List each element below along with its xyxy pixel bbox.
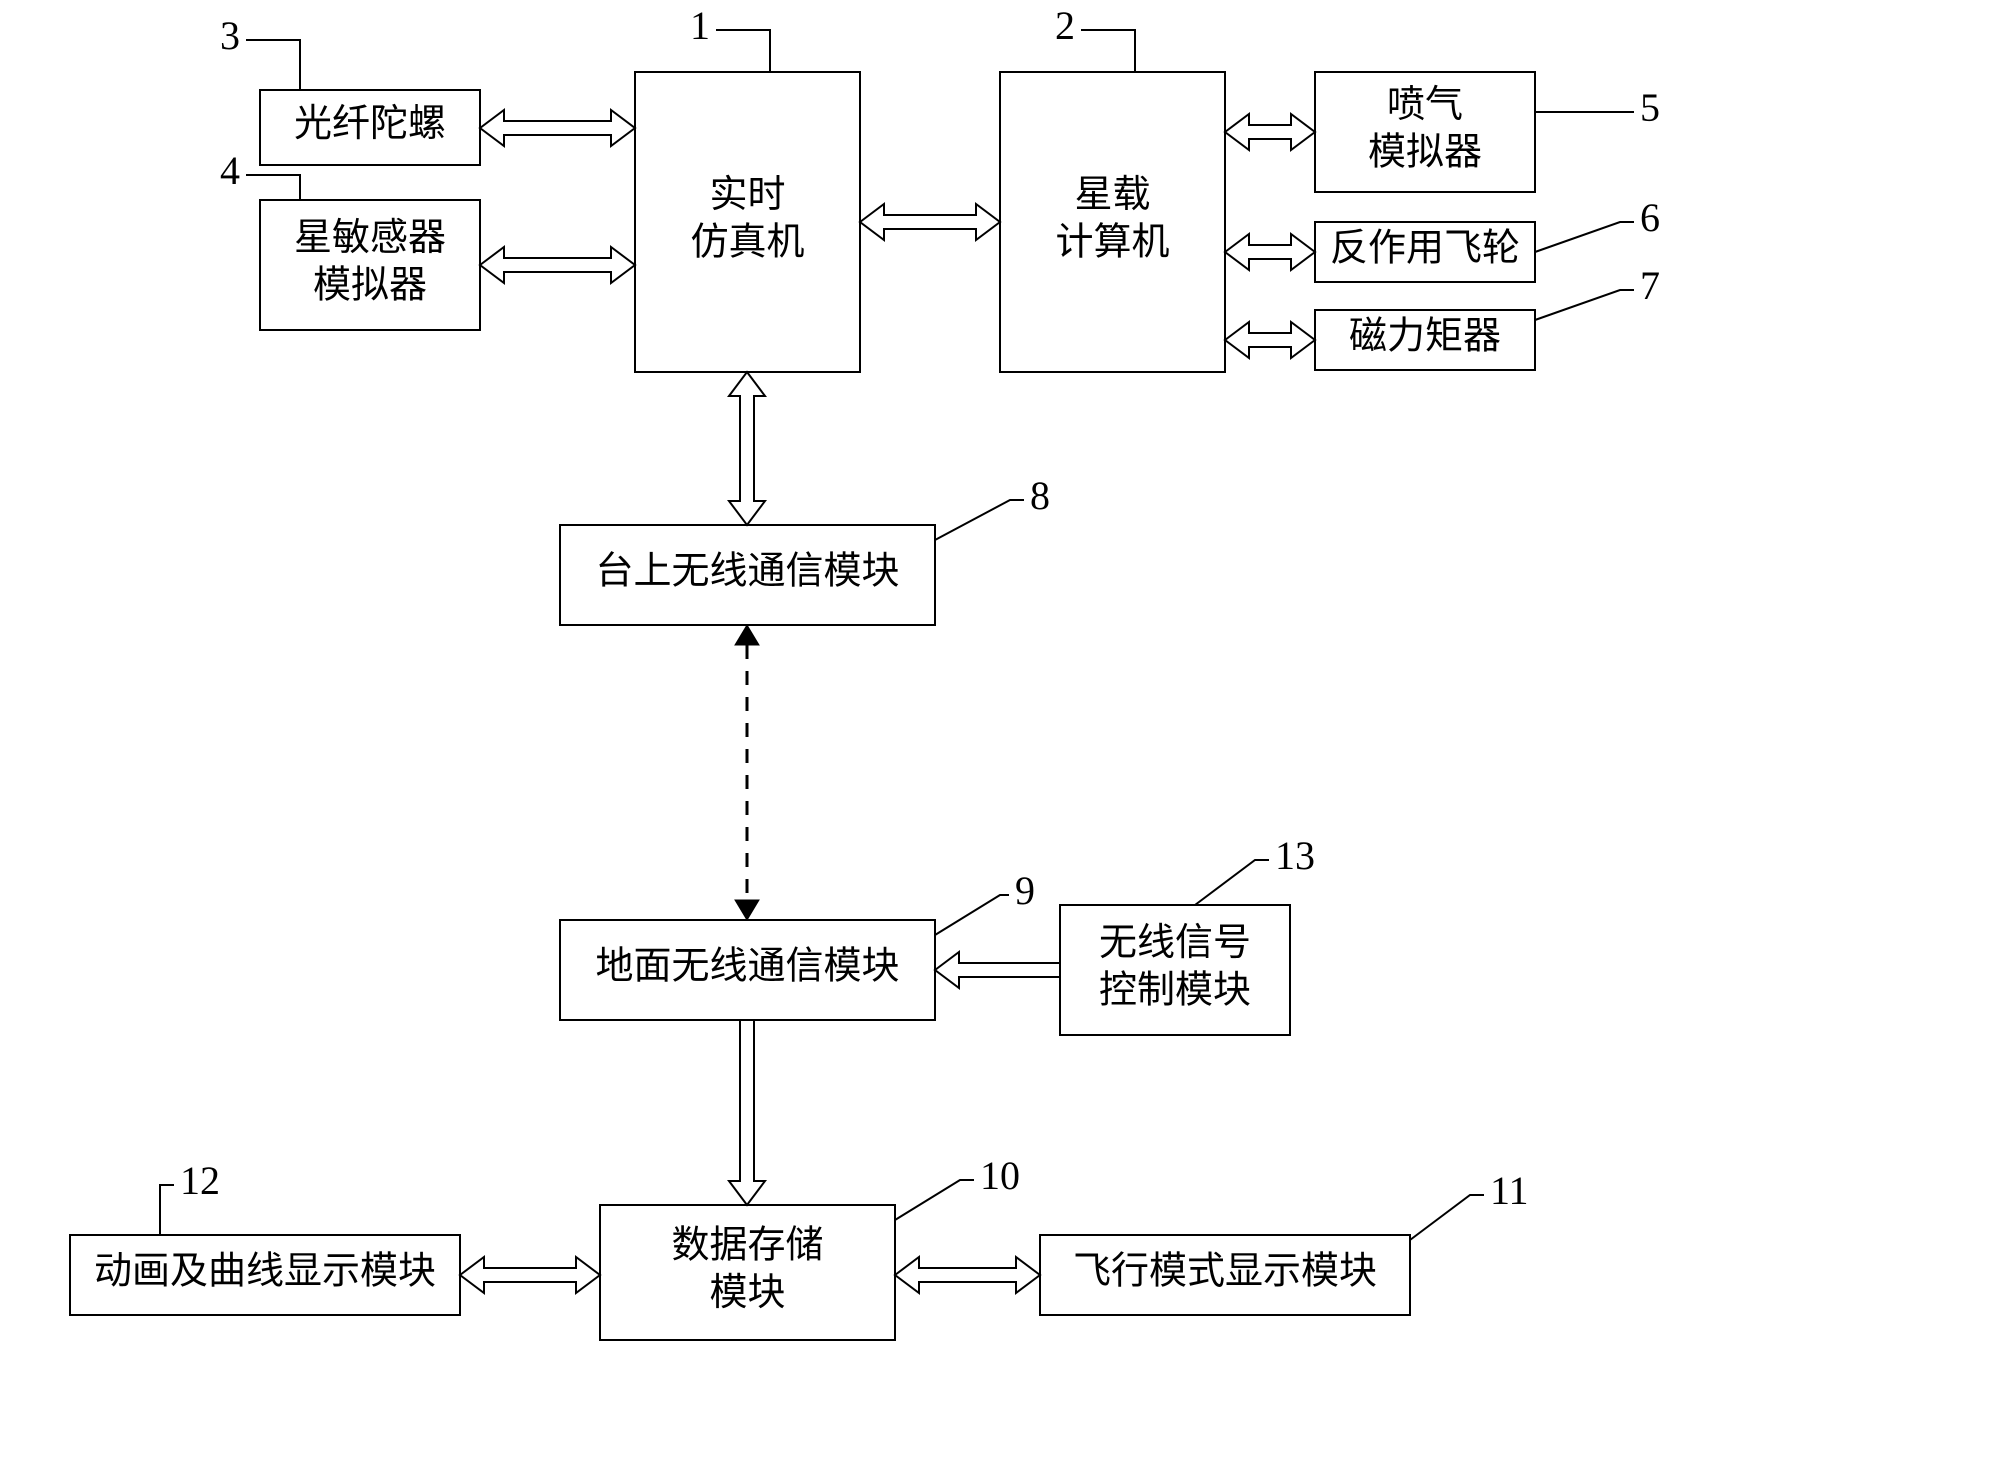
connector	[480, 110, 635, 146]
block-n12-label-0: 动画及曲线显示模块	[94, 1251, 436, 1293]
block-n5-label-1: 模拟器	[1368, 131, 1482, 173]
connector	[1225, 114, 1315, 150]
arrowhead	[735, 900, 759, 920]
connector	[860, 204, 1000, 240]
label-num-n12: 12	[180, 1158, 220, 1203]
connector	[895, 1257, 1040, 1293]
block-n6-label-0: 反作用飞轮	[1330, 228, 1520, 270]
leader-n12	[160, 1185, 174, 1235]
connector	[729, 1020, 765, 1205]
block-n9-label-0: 地面无线通信模块	[595, 946, 899, 988]
block-n1-label-0: 实时	[709, 174, 785, 216]
leader-n1	[716, 30, 770, 72]
block-n4-label-1: 模拟器	[313, 264, 427, 306]
leader-n3	[246, 40, 300, 90]
block-n11-label-0: 飞行模式显示模块	[1073, 1251, 1377, 1293]
block-n3-label-0: 光纤陀螺	[294, 103, 446, 145]
label-num-n3: 3	[220, 13, 240, 58]
label-num-n6: 6	[1640, 195, 1660, 240]
arrowhead	[735, 625, 759, 645]
connector	[480, 247, 635, 283]
label-num-n2: 2	[1055, 3, 1075, 48]
block-n4-label-0: 星敏感器	[294, 217, 446, 259]
connector	[1225, 322, 1315, 358]
block-n10-label-1: 模块	[709, 1272, 785, 1314]
block-n10-label-0: 数据存储	[671, 1224, 823, 1266]
label-num-n5: 5	[1640, 85, 1660, 130]
block-n5-label-0: 喷气	[1387, 84, 1463, 126]
leader-n6	[1535, 222, 1634, 252]
label-num-n9: 9	[1015, 868, 1035, 913]
connector	[729, 372, 765, 525]
block-n2-label-1: 计算机	[1055, 221, 1169, 263]
block-n1-label-1: 仿真机	[690, 221, 804, 263]
leader-n13	[1195, 860, 1269, 905]
block-n2-label-0: 星载	[1074, 174, 1150, 216]
leader-n9	[935, 895, 1009, 935]
label-num-n8: 8	[1030, 473, 1050, 518]
label-num-n7: 7	[1640, 263, 1660, 308]
label-num-n4: 4	[220, 148, 240, 193]
block-n8-label-0: 台上无线通信模块	[595, 551, 899, 593]
label-num-n13: 13	[1275, 833, 1315, 878]
leader-n8	[935, 500, 1024, 540]
connector	[1225, 234, 1315, 270]
block-n13-label-1: 控制模块	[1099, 969, 1251, 1011]
label-num-n1: 1	[690, 3, 710, 48]
block-n7-label-0: 磁力矩器	[1349, 316, 1501, 358]
leader-n7	[1535, 290, 1634, 320]
leader-n2	[1081, 30, 1135, 72]
block-n13-label-0: 无线信号	[1099, 922, 1251, 964]
connector	[935, 952, 1060, 988]
leader-n11	[1410, 1195, 1484, 1240]
leader-n10	[895, 1180, 974, 1220]
connector	[460, 1257, 600, 1293]
label-num-n10: 10	[980, 1153, 1020, 1198]
label-num-n11: 11	[1490, 1168, 1529, 1213]
leader-n4	[246, 175, 300, 200]
